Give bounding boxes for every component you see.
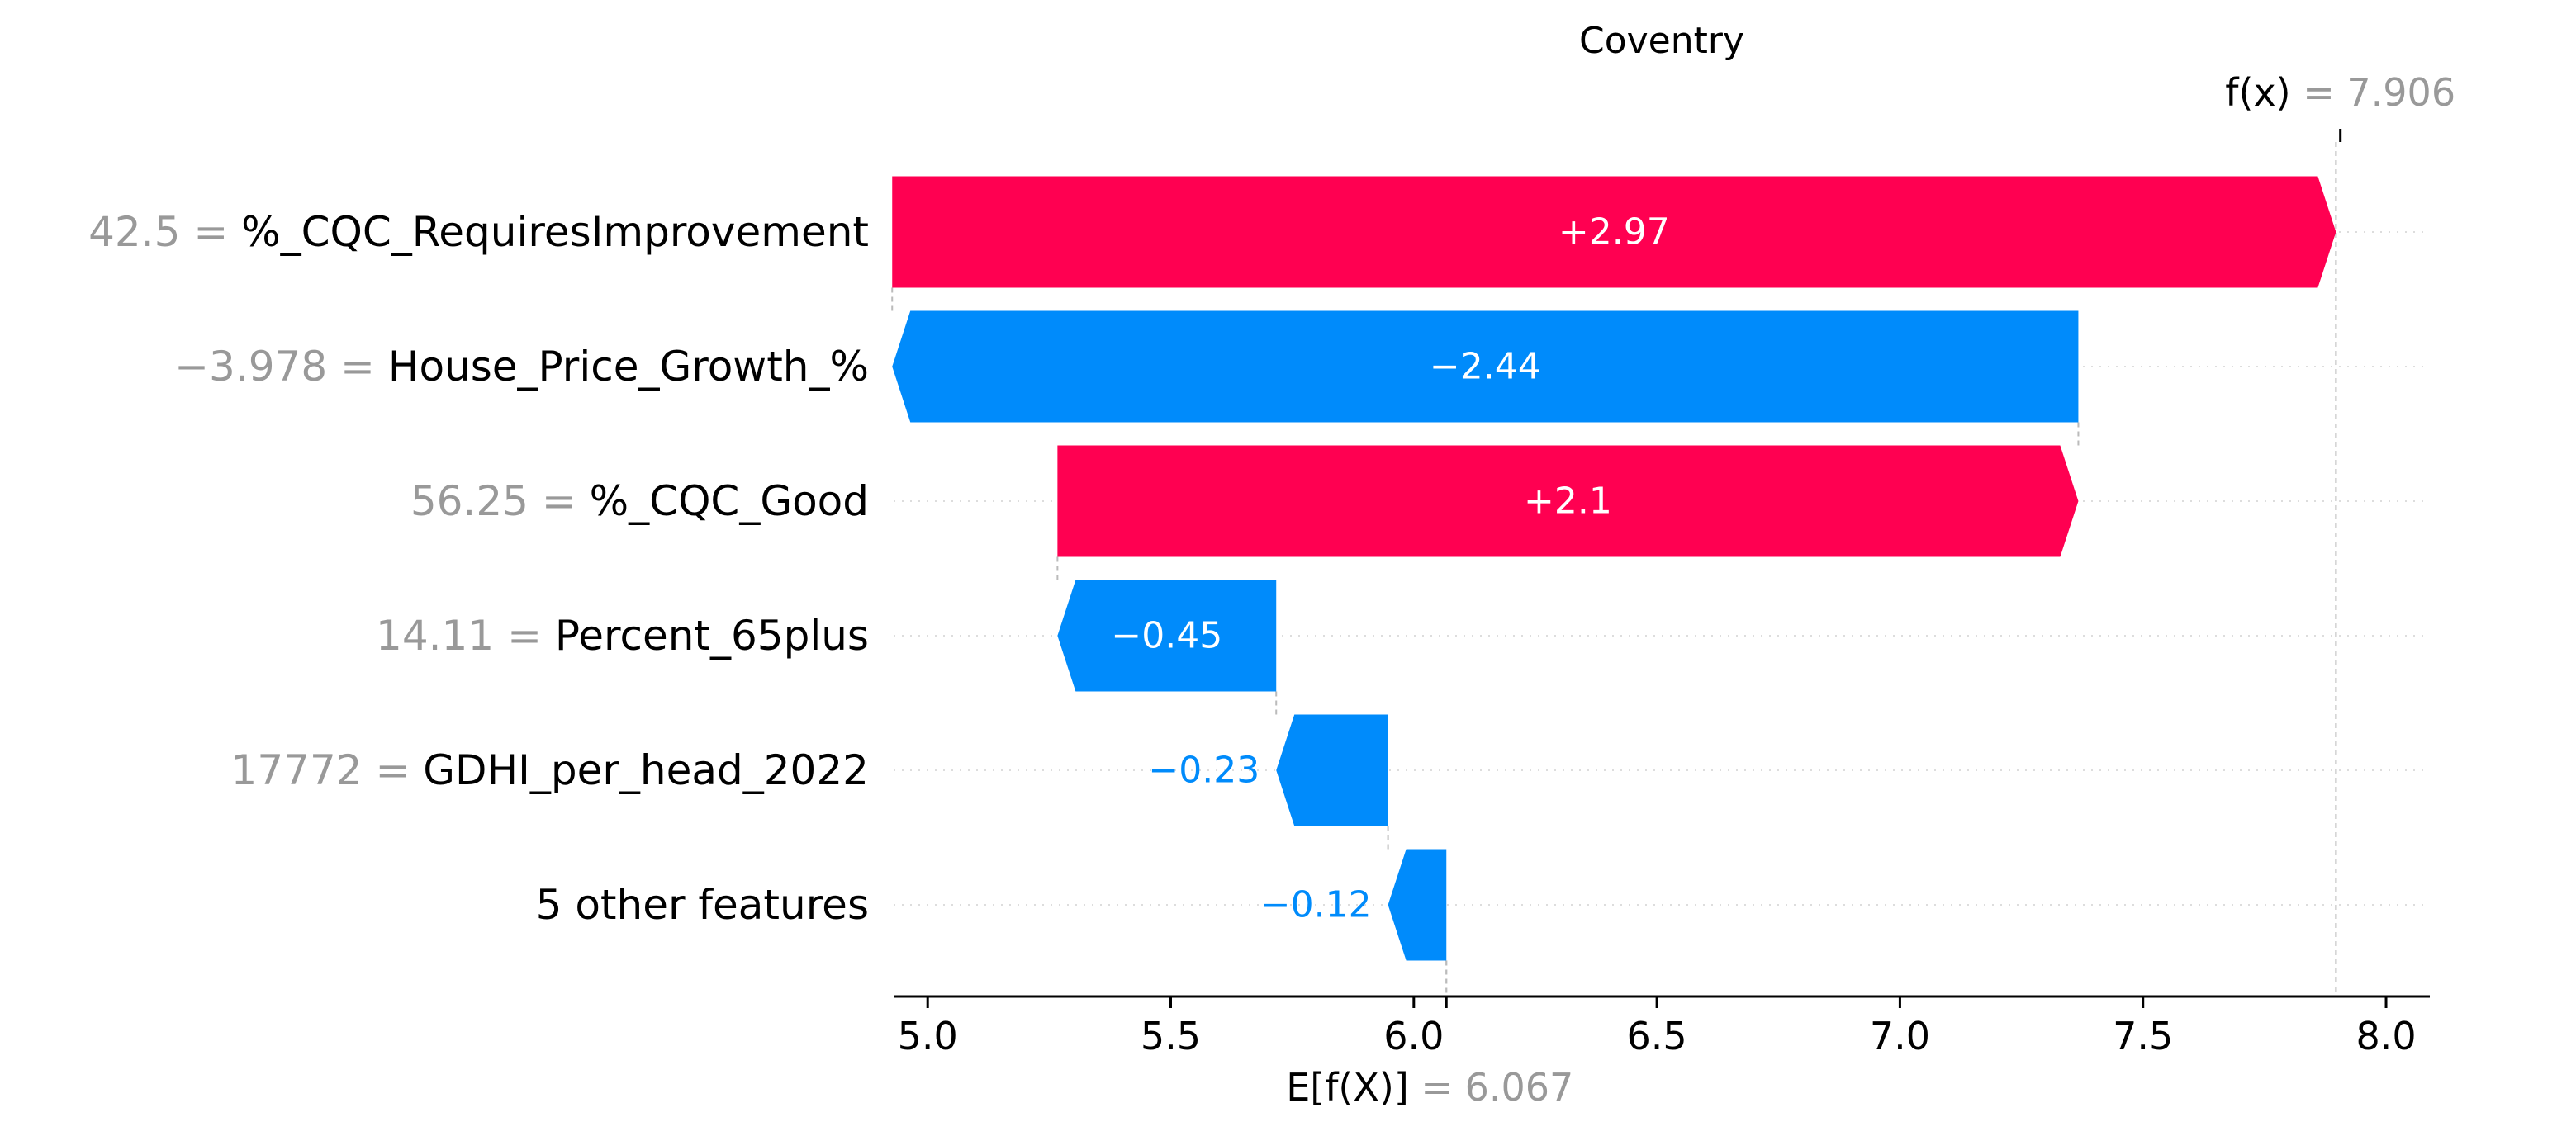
feature-labels: 42.5 = %_CQC_RequiresImprovement −3.978 =… bbox=[88, 208, 869, 929]
bars: +2.97 −2.44 +2.1 −0.45 −0.23 −0.12 bbox=[892, 176, 2336, 961]
x-tick-label: 7.0 bbox=[1870, 1014, 1930, 1058]
x-tick-label: 8.0 bbox=[2355, 1014, 2416, 1058]
feature-label: −3.978 = House_Price_Growth_% bbox=[174, 343, 869, 390]
feature-value: 17772 bbox=[231, 746, 363, 794]
equals-sign: = bbox=[529, 477, 590, 525]
bar-positive bbox=[892, 176, 2336, 288]
feature-label: 42.5 = %_CQC_RequiresImprovement bbox=[88, 208, 869, 256]
bar-value-label: +2.97 bbox=[1558, 211, 1670, 253]
output-value-label: f(x) = 7.906 bbox=[2225, 70, 2455, 115]
x-tick-label: 6.0 bbox=[1383, 1014, 1444, 1058]
equals-sign: = bbox=[363, 746, 424, 794]
feature-label: 17772 = GDHI_per_head_2022 bbox=[231, 746, 869, 794]
feature-name: 5 other features bbox=[536, 881, 869, 929]
base-value-label: E[f(X)] = 6.067 bbox=[1286, 1065, 1573, 1110]
output-label-name: f(x) bbox=[2225, 70, 2290, 115]
x-tick-label: 7.5 bbox=[2113, 1014, 2173, 1058]
feature-label: 5 other features bbox=[536, 881, 869, 929]
bar-negative bbox=[1276, 714, 1388, 826]
output-label-value: = 7.906 bbox=[2291, 70, 2455, 115]
bar-value-label: +2.1 bbox=[1524, 480, 1612, 523]
equals-sign: = bbox=[494, 612, 555, 660]
bar-positive bbox=[1057, 445, 2079, 557]
bar-negative bbox=[1388, 849, 1447, 961]
feature-value: 56.25 bbox=[410, 477, 529, 525]
feature-name: House_Price_Growth_% bbox=[388, 343, 869, 390]
x-axis: 5.0 5.5 6.0 6.5 7.0 7.5 8.0 E[f(X)] = 6.067 f(x)… bbox=[894, 70, 2455, 1110]
bar-value-label: −0.23 bbox=[1148, 750, 1260, 792]
chart-title: Coventry bbox=[1579, 20, 1744, 62]
feature-name: Percent_65plus bbox=[555, 612, 869, 660]
feature-value: 42.5 bbox=[88, 208, 180, 256]
feature-name: %_CQC_RequiresImprovement bbox=[241, 208, 869, 256]
bar-negative bbox=[1057, 580, 1277, 692]
feature-label: 14.11 = Percent_65plus bbox=[376, 612, 869, 660]
x-tick-label: 6.5 bbox=[1627, 1014, 1687, 1058]
bar-negative bbox=[892, 310, 2079, 423]
feature-value: 14.11 bbox=[376, 612, 494, 660]
x-tick-label: 5.5 bbox=[1141, 1014, 1201, 1058]
x-tick-label: 5.0 bbox=[898, 1014, 958, 1058]
bar-value-label: −0.45 bbox=[1111, 615, 1222, 657]
bar-value-label: −2.44 bbox=[1430, 346, 1541, 388]
feature-label: 56.25 = %_CQC_Good bbox=[410, 477, 869, 525]
feature-name: GDHI_per_head_2022 bbox=[423, 746, 869, 794]
base-label-value: = 6.067 bbox=[1409, 1065, 1573, 1110]
bar-value-label: −0.12 bbox=[1260, 884, 1372, 926]
base-label-name: E[f(X)] bbox=[1286, 1065, 1409, 1110]
equals-sign: = bbox=[180, 208, 241, 256]
equals-sign: = bbox=[327, 343, 388, 390]
feature-name: %_CQC_Good bbox=[590, 477, 869, 525]
feature-value: −3.978 bbox=[174, 343, 327, 390]
